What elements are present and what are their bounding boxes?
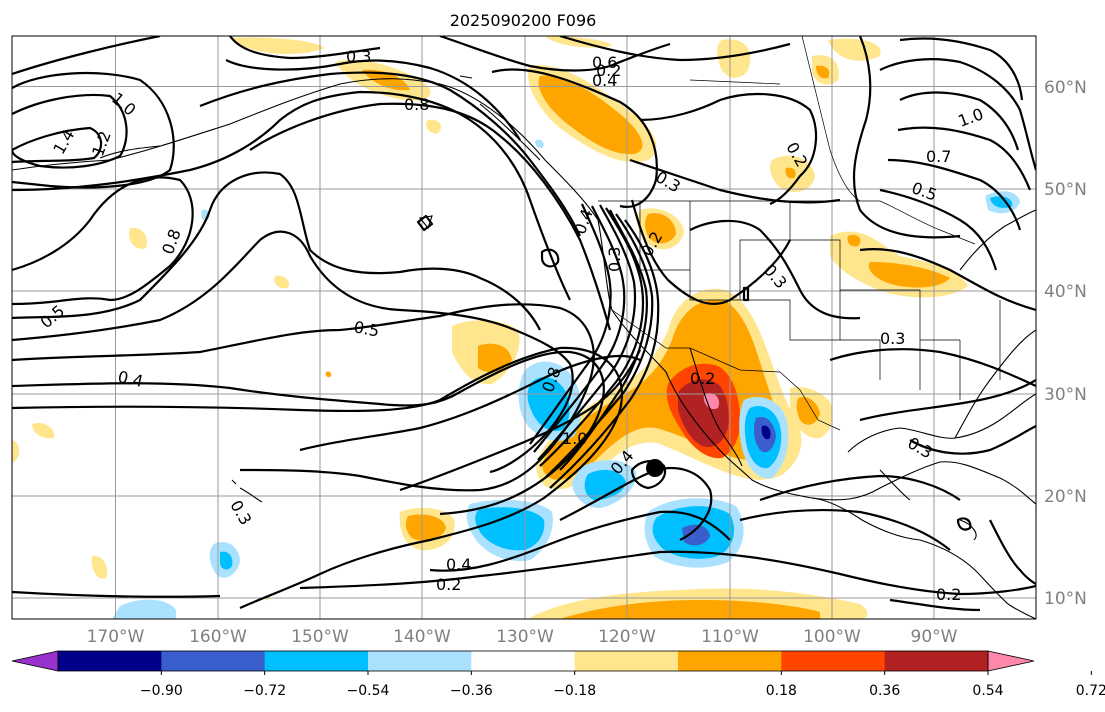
contour-label: 0.4 <box>116 367 145 391</box>
lat-label: 30°N <box>1044 385 1087 405</box>
contour-label: 0.3 <box>605 247 624 272</box>
lat-label: 40°N <box>1044 282 1087 302</box>
colorbar-min-extend <box>11 650 59 672</box>
contour-label: 0.3 <box>880 329 905 348</box>
map-panel: 0.3 0.8 0.6 0.4 0.2 1.0 1.2 1.4 0.8 0.5 … <box>11 35 1037 620</box>
lon-label: 90°W <box>911 627 958 647</box>
lon-label: 150°W <box>291 627 349 647</box>
colorbar-tick-label: −0.36 <box>450 683 493 699</box>
contour-label: 0.7 <box>926 147 951 166</box>
map-frame <box>11 35 1037 620</box>
lat-label: 50°N <box>1044 180 1087 200</box>
colorbar-cell <box>678 651 782 671</box>
contour-label: 0.2 <box>690 369 715 388</box>
colorbar-cell <box>884 651 989 671</box>
colorbar-tick-label: −0.18 <box>553 683 596 699</box>
gridlines <box>12 36 1036 619</box>
lon-label: 130°W <box>496 627 554 647</box>
contour-label: 0.3 <box>346 47 371 66</box>
lon-label: 140°W <box>393 627 451 647</box>
colorbar-cell <box>161 651 266 671</box>
colorbar-tick-label: 0.54 <box>972 683 1003 699</box>
political-borders <box>598 36 1001 431</box>
colorbar-tick-label: 0.18 <box>766 683 797 699</box>
longitude-labels: 170°W 160°W 150°W 140°W 130°W 120°W 110°… <box>87 627 958 647</box>
colorbar-tick-label: −0.54 <box>347 683 390 699</box>
contour-label: 0.4 <box>446 555 471 574</box>
colorbar-cell <box>781 651 886 671</box>
contour-label: 0.2 <box>936 585 961 604</box>
contour-label: 0.6 <box>592 53 617 72</box>
center-marker <box>646 459 664 477</box>
lon-label: 100°W <box>803 627 861 647</box>
map-title: 2025090200 F096 <box>450 11 597 30</box>
colorbar-tick-label: −0.72 <box>243 683 286 699</box>
lat-label: 10°N <box>1044 589 1087 609</box>
lon-label: 120°W <box>598 627 656 647</box>
lat-label: 60°N <box>1044 78 1087 98</box>
contour-label: 0.4 <box>592 71 617 90</box>
lat-label: 20°N <box>1044 487 1087 507</box>
colorbar-cell <box>368 651 472 671</box>
colorbar-cell <box>574 651 679 671</box>
contour-label: 0.2 <box>596 61 621 80</box>
colorbar-cell <box>471 651 576 671</box>
contour-label: 0.8 <box>404 95 429 114</box>
lon-label: 160°W <box>189 627 247 647</box>
colorbar-max-extend <box>987 650 1035 672</box>
colorbar: −0.90 −0.72 −0.54 −0.36 −0.18 0.18 0.36 0.54 0.7… <box>11 650 1105 699</box>
contour-lines <box>12 36 1036 612</box>
latitude-labels: 60°N 50°N 40°N 30°N 20°N 10°N <box>1044 78 1087 609</box>
colorbar-cell <box>58 651 162 671</box>
colorbar-tick-label: 0.36 <box>869 683 900 699</box>
contour-label: 0.5 <box>352 317 380 340</box>
colorbar-tick-label: 0.72 <box>1076 683 1105 699</box>
colorbar-cell <box>264 651 369 671</box>
contour-label: 1.0 <box>562 429 587 448</box>
contour-label: 0.2 <box>436 575 461 594</box>
lon-label: 110°W <box>701 627 759 647</box>
lon-label: 170°W <box>87 627 145 647</box>
coastlines <box>12 75 1036 619</box>
colorbar-tick-label: −0.90 <box>140 683 183 699</box>
